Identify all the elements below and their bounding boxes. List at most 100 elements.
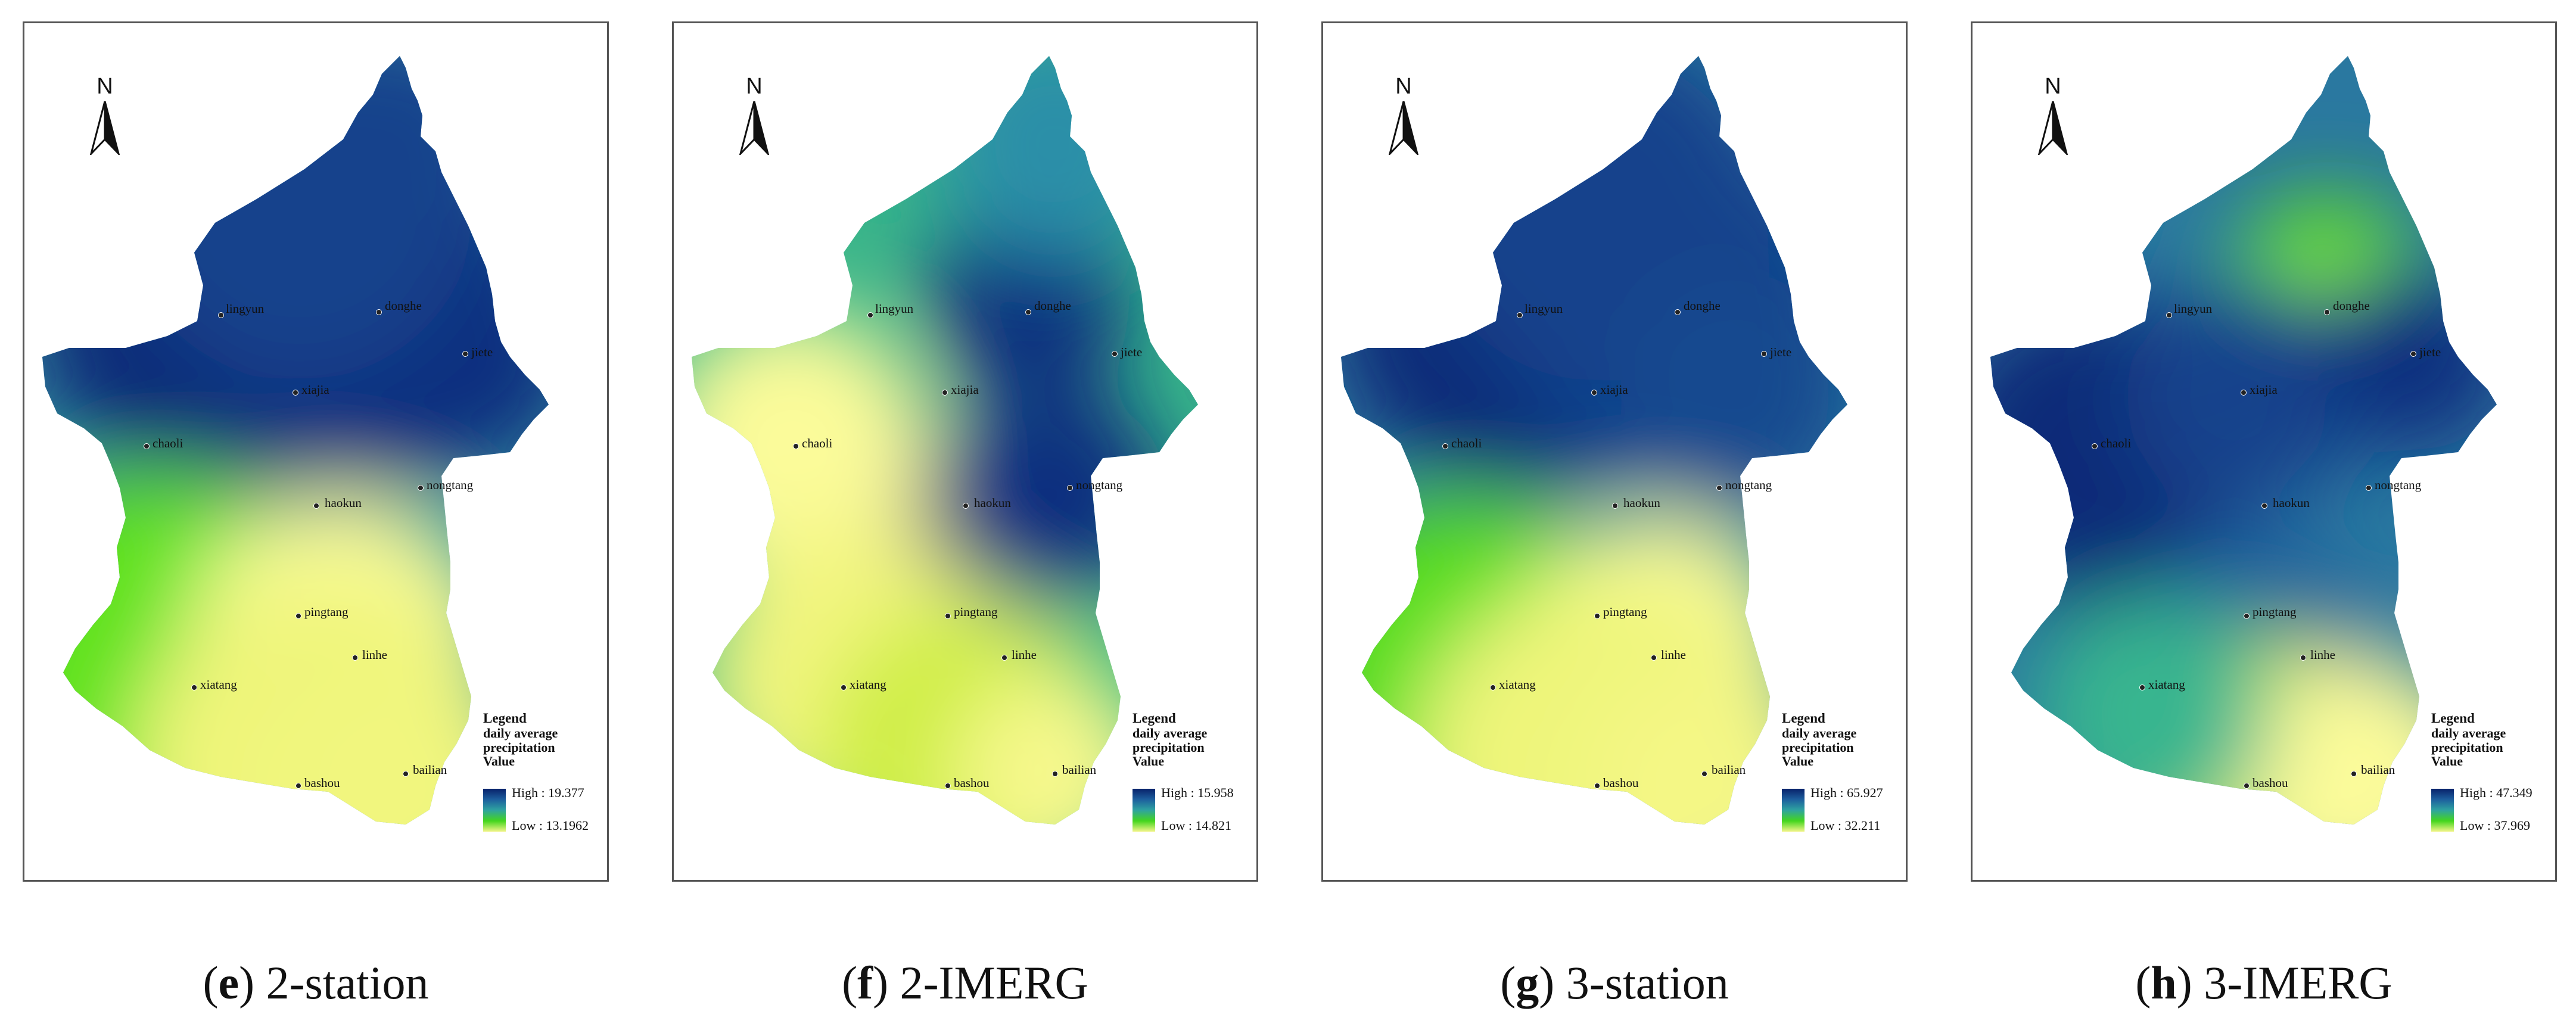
legend-subtitle: daily average <box>2431 725 2506 741</box>
map-panel-g: lingyun donghe jiete xiajia chaoli haokun nong… <box>1321 21 1908 882</box>
station-marker-bailian <box>403 771 409 777</box>
station-marker-chaoli <box>793 443 799 449</box>
legend-title: Legend <box>1782 711 1825 726</box>
legend: Legend daily average precipitation Value… <box>1133 711 1258 832</box>
station-label-jiete: jiete <box>2419 345 2441 359</box>
legend-low: Low : 13.1962 <box>512 818 589 833</box>
station-label-chaoli: chaoli <box>802 436 832 450</box>
station-label-linhe: linhe <box>2310 648 2335 662</box>
station-marker-linhe <box>2300 655 2306 661</box>
legend: Legend daily average precipitation Value… <box>2431 711 2556 832</box>
station-marker-xiatang <box>1490 685 1496 690</box>
caption-text: 3-IMERG <box>2192 957 2393 1009</box>
legend-value-label: Value <box>483 754 515 769</box>
station-label-nongtang: nongtang <box>427 478 474 492</box>
precipitation-map: lingyun donghe jiete xiajia chaoli haokun nong… <box>42 56 549 825</box>
station-marker-bashou <box>1594 783 1600 789</box>
station-label-haokun: haokun <box>2273 496 2310 510</box>
panel-caption-h: (h) 3-IMERG <box>2135 957 2393 1009</box>
station-marker-bailian <box>2351 771 2357 777</box>
station-marker-jiete <box>1112 351 1118 357</box>
station-label-donghe: donghe <box>385 298 422 313</box>
station-marker-donghe <box>376 309 382 315</box>
station-label-lingyun: lingyun <box>1525 301 1563 316</box>
station-label-jiete: jiete <box>1120 345 1142 359</box>
color-ramp <box>2431 789 2454 832</box>
legend-subtitle: daily average <box>1782 725 1857 741</box>
station-marker-chaoli <box>144 443 150 449</box>
station-label-donghe: donghe <box>1034 298 1071 313</box>
north-arrow-icon: N <box>2032 74 2074 157</box>
legend-low: Low : 32.211 <box>1810 818 1881 833</box>
north-arrow-icon: N <box>1383 74 1424 157</box>
station-marker-xiatang <box>2139 685 2145 690</box>
station-marker-haokun <box>313 503 319 509</box>
station-marker-lingyun <box>218 312 224 318</box>
map-panel-h: lingyun donghe jiete xiajia chaoli haokun nong… <box>1971 21 2557 882</box>
station-label-chaoli: chaoli <box>153 436 183 450</box>
station-marker-xiajia <box>2241 390 2247 396</box>
legend-subtitle: precipitation <box>2431 739 2503 755</box>
station-label-xiajia: xiajia <box>951 382 979 397</box>
station-marker-bashou <box>2244 783 2250 789</box>
legend: Legend daily average precipitation Value… <box>1782 711 1907 832</box>
station-label-bailian: bailian <box>1712 763 1746 777</box>
station-label-xiatang: xiatang <box>1499 677 1536 692</box>
station-label-jiete: jiete <box>471 345 493 359</box>
station-marker-chaoli <box>1442 443 1448 449</box>
station-label-pingtang: pingtang <box>2253 605 2297 619</box>
station-label-bashou: bashou <box>304 776 340 790</box>
station-label-xiatang: xiatang <box>850 677 886 692</box>
station-label-bailian: bailian <box>413 763 447 777</box>
station-label-xiajia: xiajia <box>2250 382 2278 397</box>
panel-caption-g: (g) 3-station <box>1500 957 1729 1009</box>
station-label-jiete: jiete <box>1769 345 1791 359</box>
station-marker-jiete <box>462 351 468 357</box>
legend-high: High : 65.927 <box>1810 785 1883 800</box>
station-marker-xiajia <box>942 390 948 396</box>
north-arrow-icon: N <box>733 74 775 157</box>
legend-high: High : 47.349 <box>2460 785 2533 800</box>
caption-letter: e <box>218 957 239 1009</box>
legend-value-label: Value <box>1133 754 1164 769</box>
precipitation-map: lingyun donghe jiete xiajia chaoli haokun nong… <box>1990 56 2497 825</box>
caption-text: 2-station <box>254 957 429 1009</box>
color-ramp <box>1782 789 1805 832</box>
station-marker-haokun <box>1612 503 1618 509</box>
color-ramp <box>483 789 506 832</box>
station-marker-bailian <box>1701 771 1707 777</box>
station-marker-xiatang <box>841 685 847 690</box>
precipitation-map: lingyun donghe jiete xiajia chaoli haokun nong… <box>1341 56 1847 825</box>
station-marker-donghe <box>1025 309 1031 315</box>
station-marker-linhe <box>352 655 358 661</box>
station-label-xiatang: xiatang <box>200 677 237 692</box>
station-marker-bashou <box>945 783 951 789</box>
station-label-xiajia: xiajia <box>301 382 329 397</box>
station-marker-linhe <box>1001 655 1007 661</box>
north-arrow-icon: N <box>84 74 126 157</box>
station-label-bashou: bashou <box>954 776 990 790</box>
legend-low: Low : 37.969 <box>2460 818 2530 833</box>
station-label-lingyun: lingyun <box>226 301 265 316</box>
station-label-chaoli: chaoli <box>1451 436 1482 450</box>
station-marker-donghe <box>1675 309 1681 315</box>
north-label: N <box>2045 74 2061 99</box>
station-marker-pingtang <box>945 613 951 619</box>
station-label-haokun: haokun <box>1623 496 1660 510</box>
station-marker-nongtang <box>418 485 424 491</box>
caption-letter: h <box>2151 957 2177 1009</box>
station-label-nongtang: nongtang <box>1725 478 1772 492</box>
station-marker-haokun <box>963 503 969 509</box>
color-ramp <box>1133 789 1155 832</box>
station-label-bailian: bailian <box>2361 763 2395 777</box>
legend-high: High : 19.377 <box>512 785 584 800</box>
north-label: N <box>1395 74 1412 99</box>
station-marker-nongtang <box>2366 485 2372 491</box>
station-marker-nongtang <box>1716 485 1722 491</box>
station-label-haokun: haokun <box>325 496 362 510</box>
station-marker-xiajia <box>293 390 298 396</box>
legend-subtitle: daily average <box>1133 725 1208 741</box>
station-marker-pingtang <box>295 613 301 619</box>
station-marker-chaoli <box>2092 443 2098 449</box>
station-label-linhe: linhe <box>1012 648 1037 662</box>
